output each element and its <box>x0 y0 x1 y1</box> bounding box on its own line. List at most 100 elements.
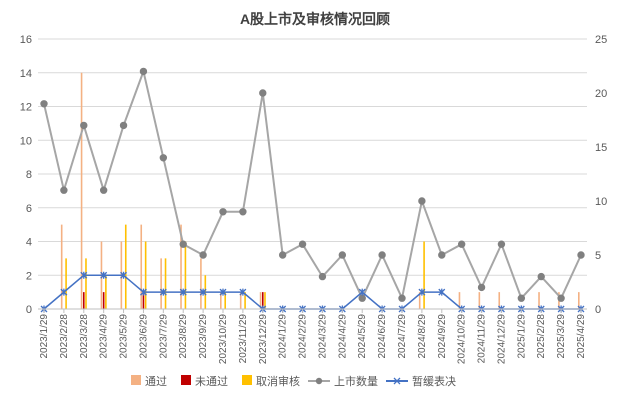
x-tick-label: 2024/12/29 <box>496 314 507 364</box>
legend-swatch-1 <box>181 375 191 385</box>
legend-swatch-2 <box>242 375 252 385</box>
right-tick-label: 5 <box>595 250 601 262</box>
right-tick-label: 20 <box>595 88 607 100</box>
point-0-20 <box>438 251 446 259</box>
legend-label-1: 未通过 <box>195 375 228 388</box>
x-tick-label: 2023/7/29 <box>158 314 169 359</box>
x-tick-label: 2023/1/29 <box>39 314 50 359</box>
point-0-12 <box>278 251 287 259</box>
point-0-6 <box>159 154 168 162</box>
point-1-1 <box>60 288 68 296</box>
legend-label-2: 取消审核 <box>256 374 300 388</box>
point-0-11 <box>259 89 267 97</box>
bar-1-5 <box>142 292 145 309</box>
legend-label-3: 上市数量 <box>334 374 378 388</box>
bar-2-4 <box>124 224 127 309</box>
right-y-axis: 0 5 10 15 20 25 <box>595 34 607 316</box>
bar-2-5 <box>144 241 147 309</box>
series-line-0 <box>43 67 582 302</box>
legend-swatch-0 <box>131 375 141 385</box>
left-tick-label: 14 <box>20 68 32 80</box>
bar-0-5 <box>140 224 143 309</box>
x-tick-label: 2023/8/29 <box>178 314 189 359</box>
x-tick-label: 2024/2/29 <box>298 314 309 359</box>
bar-0-2 <box>80 72 83 309</box>
point-0-7 <box>179 240 187 248</box>
x-tick-label: 2023/10/29 <box>218 314 229 364</box>
point-1-4 <box>120 271 128 279</box>
point-0-5 <box>139 67 148 76</box>
point-0-21 <box>457 240 466 248</box>
point-1-19 <box>418 288 426 296</box>
x-tick-label: 2024/8/29 <box>417 314 428 359</box>
x-tick-label: 2025/4/29 <box>576 314 587 359</box>
bar-0-19 <box>418 292 421 309</box>
x-tick-label: 2025/1/29 <box>516 314 527 359</box>
x-tick-label: 2024/7/29 <box>397 314 408 359</box>
point-0-4 <box>119 121 128 130</box>
left-tick-label: 12 <box>20 102 32 114</box>
x-tick-label: 2024/9/29 <box>437 314 448 359</box>
legend-marker-4 <box>393 377 401 385</box>
bar-0-6 <box>160 258 162 309</box>
left-y-axis: 0 2 4 6 8 10 12 14 16 <box>20 34 32 316</box>
point-0-13 <box>298 240 307 248</box>
bar-0-21 <box>458 292 461 309</box>
x-tick-label: 2023/11/29 <box>238 314 249 364</box>
bar-2-10 <box>244 292 246 309</box>
point-1-8 <box>199 288 207 296</box>
point-0-8 <box>199 251 207 259</box>
right-tick-label: 15 <box>595 142 607 154</box>
point-0-14 <box>318 272 327 281</box>
legend-marker-3 <box>315 377 323 385</box>
legend-label-0: 通过 <box>145 375 167 388</box>
point-0-22 <box>477 283 486 292</box>
left-tick-label: 16 <box>20 34 32 46</box>
point-1-5 <box>139 288 147 296</box>
point-0-3 <box>99 186 108 194</box>
point-0-2 <box>80 121 88 130</box>
point-0-16 <box>358 294 366 302</box>
point-0-18 <box>398 294 406 302</box>
grid-layer <box>38 38 587 310</box>
bar-2-7 <box>184 241 187 309</box>
line-layer <box>40 67 585 313</box>
x-tick-label: 2024/4/29 <box>337 314 348 359</box>
x-tick-label: 2023/6/29 <box>138 314 149 359</box>
point-0-25 <box>537 272 545 281</box>
bar-0-25 <box>538 292 540 309</box>
x-tick-label: 2024/5/29 <box>357 314 368 359</box>
x-tick-label: 2025/2/28 <box>536 314 547 359</box>
point-1-2 <box>80 271 88 279</box>
x-tick-label: 2023/2/28 <box>59 314 70 359</box>
point-0-0 <box>40 100 48 108</box>
x-tick-label: 2024/3/29 <box>317 314 328 359</box>
right-tick-label: 10 <box>595 196 607 208</box>
bar-2-19 <box>423 241 425 309</box>
bar-2-1 <box>65 258 67 309</box>
point-1-20 <box>438 288 446 296</box>
right-tick-label: 0 <box>595 304 601 316</box>
legend-label-4: 暂缓表决 <box>412 374 456 388</box>
bar-1-2 <box>82 292 85 309</box>
left-tick-label: 10 <box>20 135 32 147</box>
left-tick-label: 6 <box>26 203 32 215</box>
point-1-6 <box>159 288 167 296</box>
x-tick-label: 2023/3/28 <box>79 314 90 359</box>
bar-0-22 <box>478 292 481 309</box>
point-1-3 <box>100 271 108 279</box>
point-1-7 <box>179 288 187 296</box>
x-tick-label: 2025/3/29 <box>556 314 567 359</box>
point-1-9 <box>219 288 227 296</box>
x-tick-label: 2024/11/29 <box>477 314 488 364</box>
legend: 通过 未通过 取消审核 上市数量 暂缓表决 <box>131 374 456 388</box>
point-1-16 <box>358 288 366 296</box>
bar-0-9 <box>220 292 222 309</box>
bar-2-11 <box>264 292 266 309</box>
point-0-1 <box>60 186 68 194</box>
bar-0-11 <box>259 292 262 309</box>
point-0-19 <box>418 197 426 205</box>
right-tick-label: 25 <box>595 34 607 46</box>
